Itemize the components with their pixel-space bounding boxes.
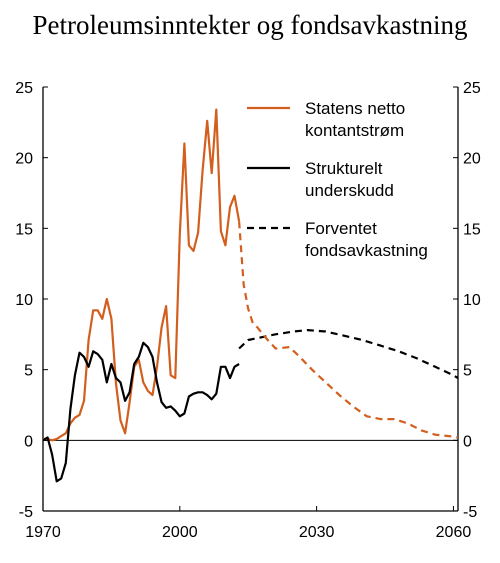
- x-tick-label: 1970: [25, 524, 61, 541]
- y-tick-label-right: 20: [463, 151, 481, 168]
- legend-label-3-line1: Forventet: [305, 219, 377, 238]
- series-line-1: [43, 108, 241, 442]
- chart-title: Petroleumsinntekter og fondsavkastning: [32, 10, 468, 40]
- y-tick-label-left: 10: [15, 292, 33, 309]
- y-tick-label-right: 5: [463, 363, 472, 380]
- legend: Statens netto kontantstrøm Strukturelt unde…: [247, 99, 428, 260]
- y-tick-label-left: 20: [15, 151, 33, 168]
- series: [42, 108, 459, 483]
- x-tick-label: 2000: [162, 524, 198, 541]
- y-tick-label-left: 5: [24, 363, 33, 380]
- legend-label-1-line2: kontantstrøm: [305, 121, 404, 140]
- legend-label-1-line1: Statens netto: [305, 99, 405, 118]
- series-line-2: [42, 341, 240, 483]
- y-tick-label-left: -5: [19, 504, 33, 521]
- y-tick-label-right: 15: [463, 221, 481, 238]
- y-tick-label-right: 0: [463, 433, 472, 450]
- legend-label-2-line2: underskudd: [305, 181, 394, 200]
- axes: [42, 87, 459, 512]
- x-tick-label: 2030: [299, 524, 335, 541]
- ticks: -5 0 5 10 15 20 25 -5 0 5 10 15 20 25 1970 2000 2030 2060: [15, 80, 481, 541]
- legend-label-3-line2: fondsavkastning: [305, 241, 428, 260]
- y-tick-label-left: 0: [24, 433, 33, 450]
- y-tick-label-right: 10: [463, 292, 481, 309]
- legend-label-2-line1: Strukturelt: [305, 159, 383, 178]
- series-line-3: [238, 329, 459, 380]
- y-tick-label-left: 15: [15, 221, 33, 238]
- y-tick-label-right: -5: [463, 504, 477, 521]
- y-tick-label-left: 25: [15, 80, 33, 97]
- y-tick-label-right: 25: [463, 80, 481, 97]
- x-tick-label: 2060: [436, 524, 472, 541]
